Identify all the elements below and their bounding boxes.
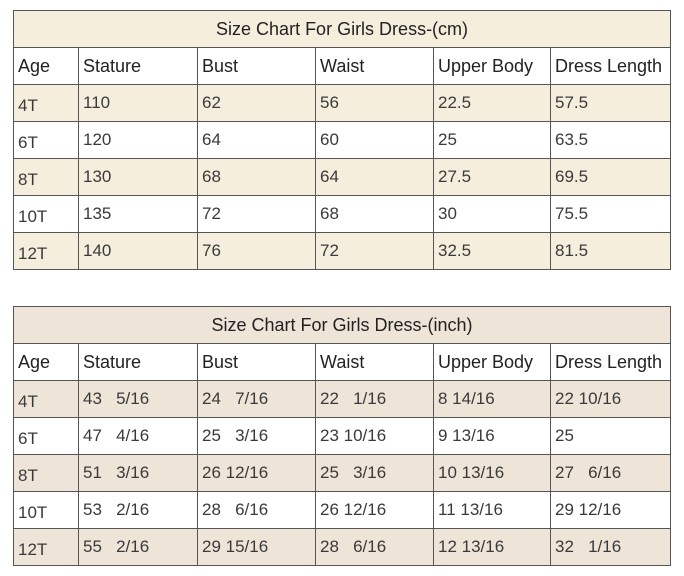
cell-dress-length: 29 12/16 bbox=[549, 491, 672, 529]
table-row: 8T 130 68 64 27.5 69.5 bbox=[13, 158, 672, 196]
cell-age: 12T bbox=[13, 528, 79, 566]
cell-age: 6T bbox=[13, 121, 79, 159]
cell-bust: 29 15/16 bbox=[197, 528, 316, 566]
cell-waist: 23 10/16 bbox=[315, 417, 434, 455]
cell-waist: 25 3/16 bbox=[315, 454, 434, 492]
cell-upper-body: 25 bbox=[433, 121, 551, 159]
table-row: 12T 140 76 72 32.5 81.5 bbox=[13, 232, 672, 270]
cell-waist: 22 1/16 bbox=[315, 380, 434, 418]
cell-upper-body: 9 13/16 bbox=[433, 417, 551, 455]
cell-age: 4T bbox=[13, 84, 79, 122]
table-row: 10T 53 2/16 28 6/16 26 12/16 11 13/16 29… bbox=[13, 491, 672, 529]
header-dress-length: Dress Length bbox=[549, 343, 672, 381]
table-row: 10T 135 72 68 30 75.5 bbox=[13, 195, 672, 233]
cell-dress-length: 63.5 bbox=[549, 121, 672, 159]
header-age: Age bbox=[13, 343, 79, 381]
cell-dress-length: 81.5 bbox=[549, 232, 672, 270]
size-table-cm: Size Chart For Girls Dress-(cm) Age Stat… bbox=[12, 10, 672, 270]
cell-waist: 56 bbox=[315, 84, 434, 122]
cell-stature: 47 4/16 bbox=[78, 417, 198, 455]
cell-waist: 72 bbox=[315, 232, 434, 270]
cell-waist: 68 bbox=[315, 195, 434, 233]
table-row: 4T 110 62 56 22.5 57.5 bbox=[13, 84, 672, 122]
cell-waist: 28 6/16 bbox=[315, 528, 434, 566]
cell-dress-length: 57.5 bbox=[549, 84, 672, 122]
cell-upper-body: 11 13/16 bbox=[433, 491, 551, 529]
cell-upper-body: 12 13/16 bbox=[433, 528, 551, 566]
cell-waist: 64 bbox=[315, 158, 434, 196]
cell-bust: 62 bbox=[197, 84, 316, 122]
cell-age: 8T bbox=[13, 454, 79, 492]
cell-bust: 68 bbox=[197, 158, 316, 196]
header-upper-body: Upper Body bbox=[433, 343, 551, 381]
header-stature: Stature bbox=[78, 343, 198, 381]
table-title: Size Chart For Girls Dress-(cm) bbox=[12, 10, 672, 48]
table-header-row: Age Stature Bust Waist Upper Body Dress … bbox=[13, 47, 672, 85]
cell-stature: 55 2/16 bbox=[78, 528, 198, 566]
cell-stature: 120 bbox=[78, 121, 198, 159]
table-row: 6T 47 4/16 25 3/16 23 10/16 9 13/16 25 bbox=[13, 417, 672, 455]
cell-dress-length: 32 1/16 bbox=[549, 528, 672, 566]
cell-upper-body: 32.5 bbox=[433, 232, 551, 270]
header-waist: Waist bbox=[315, 343, 434, 381]
table-title-row: Size Chart For Girls Dress-(inch) bbox=[12, 306, 672, 344]
cell-waist: 60 bbox=[315, 121, 434, 159]
table-row: 4T 43 5/16 24 7/16 22 1/16 8 14/16 22 10… bbox=[13, 380, 672, 418]
cell-upper-body: 8 14/16 bbox=[433, 380, 551, 418]
table-row: 6T 120 64 60 25 63.5 bbox=[13, 121, 672, 159]
cell-stature: 53 2/16 bbox=[78, 491, 198, 529]
cell-age: 10T bbox=[13, 195, 79, 233]
cell-dress-length: 75.5 bbox=[549, 195, 672, 233]
table-title-row: Size Chart For Girls Dress-(cm) bbox=[12, 10, 672, 48]
cell-stature: 51 3/16 bbox=[78, 454, 198, 492]
size-table-inch: Size Chart For Girls Dress-(inch) Age St… bbox=[12, 306, 672, 566]
cell-dress-length: 25 bbox=[549, 417, 672, 455]
cell-bust: 25 3/16 bbox=[197, 417, 316, 455]
header-bust: Bust bbox=[197, 47, 316, 85]
cell-stature: 130 bbox=[78, 158, 198, 196]
cell-bust: 76 bbox=[197, 232, 316, 270]
cell-upper-body: 30 bbox=[433, 195, 551, 233]
cell-stature: 135 bbox=[78, 195, 198, 233]
cell-upper-body: 10 13/16 bbox=[433, 454, 551, 492]
cell-age: 8T bbox=[13, 158, 79, 196]
table-title: Size Chart For Girls Dress-(inch) bbox=[12, 306, 672, 344]
table-row: 8T 51 3/16 26 12/16 25 3/16 10 13/16 27 … bbox=[13, 454, 672, 492]
cell-dress-length: 27 6/16 bbox=[549, 454, 672, 492]
header-dress-length: Dress Length bbox=[549, 47, 672, 85]
cell-upper-body: 22.5 bbox=[433, 84, 551, 122]
cell-age: 4T bbox=[13, 380, 79, 418]
header-age: Age bbox=[13, 47, 79, 85]
cell-age: 10T bbox=[13, 491, 79, 529]
cell-upper-body: 27.5 bbox=[433, 158, 551, 196]
cell-stature: 140 bbox=[78, 232, 198, 270]
cell-dress-length: 22 10/16 bbox=[549, 380, 672, 418]
cell-waist: 26 12/16 bbox=[315, 491, 434, 529]
cell-stature: 43 5/16 bbox=[78, 380, 198, 418]
cell-stature: 110 bbox=[78, 84, 198, 122]
cell-bust: 24 7/16 bbox=[197, 380, 316, 418]
table-row: 12T 55 2/16 29 15/16 28 6/16 12 13/16 32… bbox=[13, 528, 672, 566]
cell-bust: 28 6/16 bbox=[197, 491, 316, 529]
cell-age: 6T bbox=[13, 417, 79, 455]
table-header-row: Age Stature Bust Waist Upper Body Dress … bbox=[13, 343, 672, 381]
cell-age: 12T bbox=[13, 232, 79, 270]
header-stature: Stature bbox=[78, 47, 198, 85]
cell-dress-length: 69.5 bbox=[549, 158, 672, 196]
cell-bust: 26 12/16 bbox=[197, 454, 316, 492]
header-waist: Waist bbox=[315, 47, 434, 85]
cell-bust: 72 bbox=[197, 195, 316, 233]
header-upper-body: Upper Body bbox=[433, 47, 551, 85]
header-bust: Bust bbox=[197, 343, 316, 381]
cell-bust: 64 bbox=[197, 121, 316, 159]
